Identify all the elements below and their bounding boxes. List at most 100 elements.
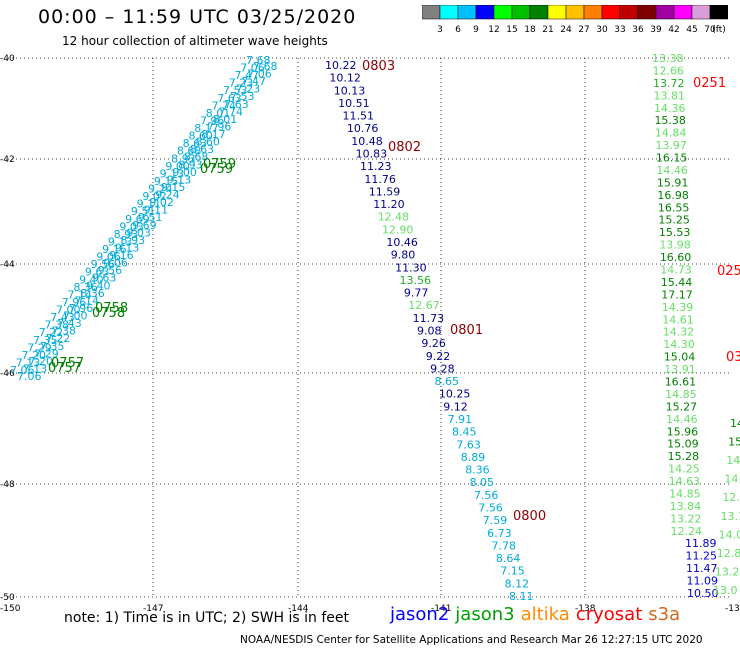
wave-height-label: 9.51 — [138, 211, 163, 224]
lon-tick-label: -147 — [143, 604, 163, 614]
wave-height-label: 7.23 — [229, 77, 254, 90]
wave-height-label: 8.36 — [73, 281, 98, 294]
wave-height-label: 16.55 — [658, 201, 690, 214]
wave-height-label: 7.96 — [207, 120, 232, 133]
wave-height-label: 7.96 — [62, 296, 87, 309]
wave-height-label: 6.73 — [487, 527, 512, 540]
wave-height-label: 15.44 — [661, 276, 693, 289]
wave-height-label: 9.03 — [119, 220, 143, 233]
wave-height-label: 9.02 — [142, 190, 167, 203]
wave-height-label: 12.66 — [652, 64, 684, 77]
wave-height-label: 9.03 — [126, 226, 150, 239]
wave-height-label: 10.83 — [356, 148, 388, 161]
legend-label: 30 — [596, 25, 608, 35]
lon-tick-label: -150 — [0, 604, 21, 614]
satellite-jason3: jason3 — [455, 604, 515, 625]
wave-height-label: 12.48 — [378, 211, 410, 224]
wave-height-label: 9.24 — [148, 183, 173, 196]
wave-height-label: 10.50 — [687, 587, 719, 600]
satellite-s3a: s3a — [648, 604, 681, 625]
wave-height-label: 14.84 — [655, 127, 687, 140]
wave-height-label: 7.06 — [247, 68, 272, 81]
wave-height-label: 12.67 — [408, 299, 440, 312]
wave-height-label: 10.46 — [386, 236, 418, 249]
wave-height-label: 8.05 — [470, 476, 495, 489]
wave-height-label: 7.06 — [240, 62, 265, 75]
wave-height-label: 7.43 — [50, 311, 74, 324]
wave-height-label: 15.91 — [657, 176, 689, 189]
wave-height-label: 13.56 — [399, 274, 431, 287]
wave-height-label: 14.61 — [662, 313, 694, 326]
footer-credit: NOAA/NESDIS Center for Satellite Applica… — [240, 634, 703, 646]
wave-height-label: 11.76 — [364, 173, 396, 186]
wave-height-label: 9.12 — [443, 400, 468, 413]
lon-tick-label: -138 — [575, 604, 596, 614]
wave-height-label: 8.45 — [452, 426, 477, 439]
wave-height-label: 16.61 — [665, 375, 697, 388]
wave-height-label: 9.26 — [421, 337, 446, 350]
pass-time-label: 0800 — [513, 509, 546, 524]
wave-height-label: 7.38 — [45, 319, 70, 332]
satellite-jason2: jason2 — [390, 604, 450, 625]
satellite-altika: altika — [520, 604, 570, 625]
wave-height-label: 12.24 — [722, 491, 740, 504]
wave-height-label: 14.32 — [663, 326, 695, 339]
wave-height-label: 9.13 — [167, 173, 192, 186]
track-b: 10.2210.1210.1310.5111.5110.7610.4810.83… — [325, 59, 546, 603]
wave-height-label: 11.59 — [369, 185, 401, 198]
legend-label: 70 — [704, 25, 716, 35]
wave-height-label: 8.60 — [195, 136, 220, 149]
wave-height-label: 9.24 — [155, 189, 180, 202]
wave-height-label: 11.20 — [373, 198, 405, 211]
wave-height-label: 12.24 — [671, 525, 703, 538]
wave-height-label: 15.96 — [667, 425, 699, 438]
wave-height-label: 11.25 — [686, 550, 718, 563]
wave-height-label: 14.73 — [660, 264, 692, 277]
wave-height-label: 14.46 — [666, 413, 698, 426]
wave-height-label: 9.22 — [426, 350, 451, 363]
wave-height-label: 13.81 — [653, 89, 685, 102]
wave-height-label: 15 — [728, 436, 740, 449]
wave-height-label: 7.35 — [33, 334, 58, 347]
wave-height-label: 13.38 — [652, 52, 684, 65]
wave-height-label: 16.15 — [656, 152, 688, 165]
wave-height-label: 9.06 — [96, 251, 121, 264]
wave-height-label: 7.14 — [68, 288, 93, 301]
wave-height-label: 10.13 — [334, 84, 366, 97]
wave-height-label: 7.06 — [17, 370, 42, 383]
wave-height-label: 7.14 — [75, 294, 100, 307]
legend-label: 6 — [455, 25, 461, 35]
wave-height-label: 7.59 — [483, 514, 508, 527]
wave-height-label: 8.11 — [509, 590, 534, 603]
wave-height-label: 11.23 — [360, 160, 392, 173]
wave-height-label: 8.68 — [177, 145, 202, 158]
pass-time-label: 025 — [717, 264, 740, 279]
wave-height-label: 11.30 — [395, 261, 427, 274]
wave-height-label: 11.73 — [413, 312, 445, 325]
wave-height-label: 8.12 — [505, 577, 529, 590]
wave-height-label: 13.84 — [670, 500, 702, 513]
wave-height-label: 7.22 — [39, 326, 64, 339]
lon-tick-label: -135 — [725, 604, 740, 614]
wave-height-label: 9.15 — [161, 181, 186, 194]
wave-height-label: 14.65 — [724, 473, 740, 486]
track-a: 7.687.687.067.067.477.477.237.237.537.53… — [10, 54, 278, 383]
wave-height-label: 15.28 — [668, 450, 700, 463]
pass-time-label: 03 — [726, 350, 740, 365]
wave-height-label: 13.91 — [664, 363, 696, 376]
wave-height-label: 13.14 — [721, 510, 740, 523]
wave-height-label: 13.2 — [715, 565, 740, 578]
wave-height-label: 11.47 — [686, 562, 718, 575]
wave-height-label: 7.43 — [57, 317, 81, 330]
wave-height-label: 14.36 — [654, 102, 686, 115]
wave-height-label: 7.53 — [223, 84, 248, 97]
wave-height-label: 8.36 — [80, 287, 105, 300]
wave-height-label: 9.13 — [108, 235, 133, 248]
wave-height-label: 15.04 — [664, 351, 696, 364]
wave-height-label: 10.22 — [325, 59, 357, 72]
legend-label: 15 — [506, 25, 517, 35]
wave-height-label: 8.93 — [178, 158, 203, 171]
track-d: 14 15 14 14.65 12.24 13.14 14.00 12.88 13.2 13.0 — [713, 417, 740, 597]
wave-height-label: 9.16 — [102, 243, 127, 256]
wave-height-label: 10.12 — [329, 72, 361, 85]
